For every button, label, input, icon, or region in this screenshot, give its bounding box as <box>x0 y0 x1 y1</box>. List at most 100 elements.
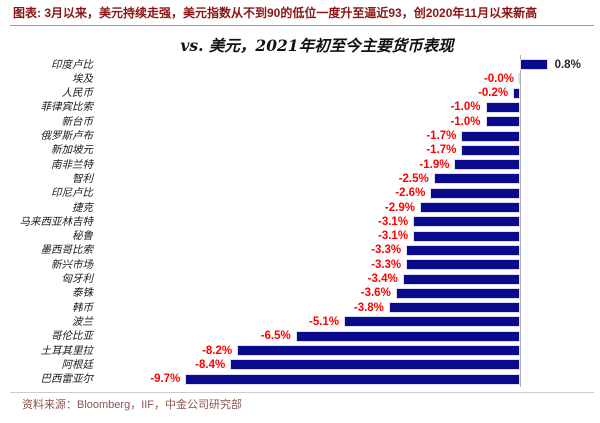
category-label: 印度卢比 <box>51 58 93 71</box>
bar <box>454 159 520 171</box>
value-label: -8.2% <box>202 344 233 357</box>
bar-row: 菲律宾比索 -1.0% <box>0 100 600 114</box>
category-label: 波兰 <box>72 315 93 328</box>
category-label: 土耳其里拉 <box>40 344 94 357</box>
bar <box>388 302 520 314</box>
bar <box>406 244 520 256</box>
category-label: 哥伦比亚 <box>51 330 93 343</box>
value-label: -3.4% <box>367 273 398 285</box>
category-label: 新兴市场 <box>51 258 93 271</box>
bar <box>433 173 520 185</box>
value-label: -8.4% <box>195 358 226 371</box>
value-label: -9.7% <box>150 373 181 386</box>
source-note: 资料来源：Bloomberg，IIF，中金公司研究部 <box>22 399 243 411</box>
bar-row: 新台币 -1.0% <box>0 115 600 129</box>
bar <box>395 287 520 299</box>
zero-axis-line <box>520 55 521 387</box>
value-label: -1.7% <box>426 144 457 157</box>
value-label: -1.0% <box>450 115 481 128</box>
value-label: 0.8% <box>554 58 581 71</box>
value-label: -3.6% <box>360 287 391 300</box>
bar <box>344 316 520 328</box>
value-label: -3.3% <box>371 244 402 257</box>
value-label: -2.5% <box>398 172 429 185</box>
bar <box>413 216 520 228</box>
category-label: 阿根廷 <box>61 358 94 371</box>
bar-row: 埃及 -0.0% <box>0 72 600 86</box>
category-label: 智利 <box>72 172 93 185</box>
value-label: -6.5% <box>260 330 291 343</box>
bar <box>185 373 520 385</box>
value-label: -3.3% <box>371 258 402 271</box>
bar <box>402 273 520 285</box>
value-label: -1.7% <box>426 130 457 142</box>
footer-divider <box>10 392 594 393</box>
category-label: 新加坡元 <box>51 144 93 157</box>
value-label: -0.2% <box>478 87 509 100</box>
bar-row: 马来西亚林吉特 -3.1% <box>0 215 600 229</box>
category-label: 菲律宾比索 <box>40 101 94 114</box>
bar <box>295 330 520 342</box>
value-label: -3.1% <box>378 215 409 228</box>
bar <box>513 87 520 99</box>
bar <box>485 101 520 113</box>
bar-row: 巴西雷亚尔 -9.7% <box>0 372 600 386</box>
value-label: -3.8% <box>353 301 384 314</box>
category-label: 匈牙利 <box>61 273 94 285</box>
bar <box>419 202 520 213</box>
figure-caption: 图表: 3月以来，美元持续走强，美元指数从不到90的低位一度升至逼近93，创20… <box>13 6 538 20</box>
bar-row: 新兴市场 -3.3% <box>0 258 600 272</box>
category-label: 俄罗斯卢布 <box>40 130 94 142</box>
value-label: -2.9% <box>384 201 415 214</box>
bar-row: 智利 -2.5% <box>0 172 600 186</box>
bar-row: 波兰 -5.1% <box>0 315 600 329</box>
bar <box>230 359 520 371</box>
bar-row: 土耳其里拉 -8.2% <box>0 344 600 358</box>
value-label: -3.1% <box>378 230 409 243</box>
category-label: 印尼卢比 <box>51 187 93 200</box>
category-label: 泰铢 <box>72 287 93 300</box>
bar-row: 阿根廷 -8.4% <box>0 358 600 372</box>
bar <box>518 73 520 85</box>
category-label: 秘鲁 <box>72 230 93 243</box>
bar-row: 新加坡元 -1.7% <box>0 143 600 157</box>
bar-row: 印度卢比 0.8% <box>0 58 600 72</box>
category-label: 韩币 <box>72 301 93 314</box>
bar-row: 印尼卢比 -2.6% <box>0 186 600 200</box>
bar <box>461 130 520 142</box>
category-label: 人民币 <box>61 87 94 100</box>
category-label: 南非兰特 <box>51 158 93 171</box>
category-label: 墨西哥比索 <box>40 244 94 257</box>
chart-title: vs. 美元，2021年初至今主要货币表现 <box>180 36 454 55</box>
bar <box>520 59 548 70</box>
value-label: -2.6% <box>395 187 426 200</box>
category-label: 埃及 <box>72 72 93 85</box>
category-label: 马来西亚林吉特 <box>19 215 94 228</box>
bar-row: 人民币 -0.2% <box>0 86 600 100</box>
value-label: -1.0% <box>450 101 481 114</box>
bar-row: 匈牙利 -3.4% <box>0 272 600 286</box>
value-label: -1.9% <box>419 158 450 171</box>
bar <box>430 187 520 199</box>
bar-row: 秘鲁 -3.1% <box>0 229 600 243</box>
bar-row: 南非兰特 -1.9% <box>0 158 600 172</box>
bar-row: 俄罗斯卢布 -1.7% <box>0 129 600 143</box>
bar <box>485 116 520 128</box>
category-label: 捷克 <box>72 201 93 214</box>
value-label: -0.0% <box>483 72 514 85</box>
bar-row: 捷克 -2.9% <box>0 201 600 215</box>
bar <box>406 259 520 271</box>
value-label: -5.1% <box>309 315 340 328</box>
bar-row: 哥伦比亚 -6.5% <box>0 329 600 343</box>
category-label: 巴西雷亚尔 <box>40 373 94 386</box>
bar <box>237 345 520 356</box>
bar <box>413 230 520 242</box>
bar <box>461 144 520 156</box>
caption-divider <box>10 25 594 26</box>
category-label: 新台币 <box>61 115 94 128</box>
bar-row: 韩币 -3.8% <box>0 301 600 315</box>
bar-row: 墨西哥比索 -3.3% <box>0 243 600 257</box>
bar-row: 泰铢 -3.6% <box>0 286 600 300</box>
